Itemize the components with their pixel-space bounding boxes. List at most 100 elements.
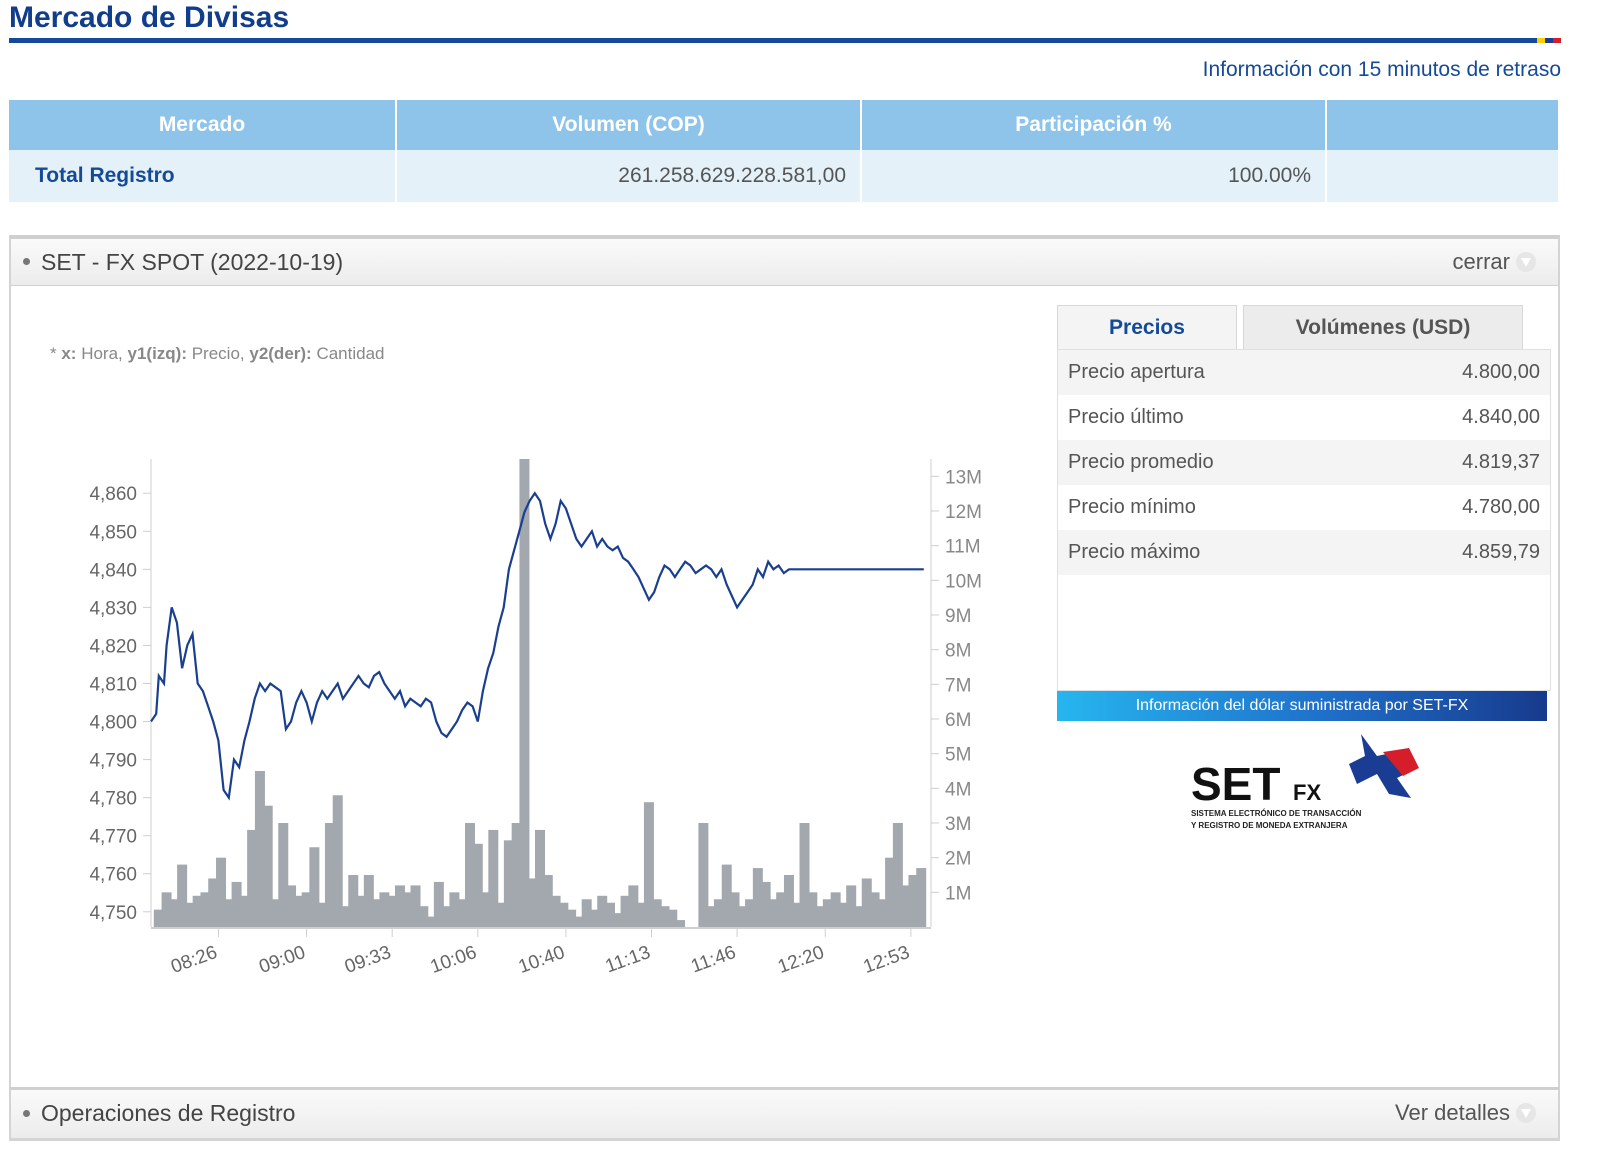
close-label: cerrar — [1452, 249, 1510, 274]
price-value: 4.800,00 — [1462, 361, 1540, 383]
volume-bar — [628, 885, 639, 927]
volume-bar — [752, 868, 763, 927]
y1-tick-label: 4,860 — [89, 484, 137, 505]
volume-bar — [394, 885, 405, 927]
cell-mercado: Total Registro — [9, 150, 397, 202]
x-tick-label: 09:00 — [256, 942, 308, 978]
y2-tick-label: 11M — [945, 537, 981, 558]
volume-bar — [760, 881, 771, 927]
volume-bar — [410, 885, 421, 927]
legend-y1-key: y1(izq): — [127, 344, 188, 363]
y2-tick-label: 12M — [945, 502, 982, 523]
price-value: 4.819,37 — [1462, 451, 1540, 473]
setfx-logo: SET FX SISTEMA ELECTRÓNICO DE TRANSACCIÓ… — [1191, 734, 1419, 830]
bullet-icon — [23, 1110, 30, 1117]
cell-empty — [1326, 150, 1560, 202]
volume-bar — [838, 902, 849, 927]
panel-title: SET - FX SPOT (2022-10-19) — [41, 249, 344, 275]
price-value: 4.780,00 — [1462, 496, 1540, 518]
volume-bar — [877, 899, 888, 927]
price-value: 4.859,79 — [1462, 541, 1540, 563]
volume-bar — [503, 840, 514, 927]
volume-bar — [643, 802, 654, 927]
volume-bar — [908, 875, 919, 927]
flag-stripe-yellow — [1537, 38, 1545, 43]
y1-tick-label: 4,790 — [89, 751, 137, 772]
volume-bar — [511, 823, 522, 927]
y1-tick-label: 4,800 — [89, 713, 137, 734]
volume-bar — [597, 895, 608, 927]
legend-y2-key: y2(der): — [249, 344, 312, 363]
volume-bar — [721, 864, 732, 927]
price-label: Precio apertura — [1068, 361, 1205, 383]
column-header-volumen: Volumen (COP) — [396, 100, 862, 150]
volume-bar — [262, 805, 273, 927]
logo-sub-text: FX — [1293, 780, 1321, 805]
price-label: Precio máximo — [1068, 541, 1201, 563]
volume-bar — [729, 892, 740, 927]
volume-bar — [566, 909, 577, 927]
price-label: Precio último — [1068, 406, 1184, 428]
y1-tick-label: 4,810 — [89, 674, 137, 695]
volume-bar — [706, 906, 717, 927]
volume-bar — [169, 899, 180, 927]
market-table: Mercado Volumen (COP) Participación % To… — [9, 100, 1560, 202]
volume-bar — [231, 881, 242, 927]
volume-bar — [402, 892, 413, 927]
y2-tick-label: 2M — [945, 849, 971, 870]
x-tick-label: 10:06 — [428, 942, 480, 978]
volume-bar — [278, 823, 289, 927]
panel-header: SET - FX SPOT (2022-10-19) cerrar — [11, 239, 1558, 286]
volume-bar — [892, 823, 903, 927]
tab-volumenes[interactable]: Volúmenes (USD) — [1243, 305, 1523, 350]
volume-bar — [675, 920, 686, 927]
volume-bar — [815, 906, 826, 927]
volume-bar — [853, 906, 864, 927]
volume-bar — [869, 892, 880, 927]
volume-bar — [916, 868, 927, 927]
volume-bar — [573, 916, 584, 927]
list-item: Precio promedio 4.819,37 — [1058, 440, 1550, 485]
volume-bar — [713, 899, 724, 927]
close-panel-button[interactable]: cerrar — [1453, 249, 1536, 275]
legend-y1-val: Precio, — [187, 344, 250, 363]
chevron-down-icon — [1516, 252, 1536, 272]
price-label: Precio mínimo — [1068, 496, 1196, 518]
details-button[interactable]: Ver detalles — [1395, 1100, 1536, 1126]
volume-bar — [247, 829, 258, 927]
x-tick-label: 08:26 — [168, 942, 220, 978]
y1-tick-label: 4,780 — [89, 789, 137, 810]
price-label: Precio promedio — [1068, 451, 1214, 473]
y2-tick-label: 10M — [945, 571, 982, 592]
y1-tick-label: 4,820 — [89, 636, 137, 657]
volume-bar — [200, 892, 211, 927]
list-item: Precio máximo 4.859,79 — [1058, 530, 1550, 575]
logo-tagline-1: SISTEMA ELECTRÓNICO DE TRANSACCIÓN — [1191, 809, 1362, 818]
setfx-banner: Información del dólar suministrada por S… — [1057, 691, 1547, 721]
volume-bar — [208, 878, 219, 927]
list-item: Precio último 4.840,00 — [1058, 395, 1550, 440]
volume-bar — [239, 895, 250, 927]
title-rule — [9, 38, 1561, 43]
table-row: Total Registro 261.258.629.228.581,00 10… — [9, 150, 1560, 202]
y1-tick-label: 4,750 — [89, 903, 137, 924]
delay-note: Información con 15 minutos de retraso — [1202, 58, 1561, 81]
volume-bar — [254, 771, 265, 927]
volume-bar — [885, 857, 896, 927]
details-label: Ver detalles — [1395, 1100, 1510, 1125]
volume-bar — [861, 878, 872, 927]
y2-tick-label: 3M — [945, 814, 971, 835]
volume-bar — [698, 823, 709, 927]
list-item: Precio mínimo 4.780,00 — [1058, 485, 1550, 530]
flag-stripe-blue — [1545, 38, 1553, 43]
flag-stripe-red — [1553, 38, 1561, 43]
volume-bar — [223, 899, 234, 927]
volume-bar — [651, 899, 662, 927]
y2-tick-label: 5M — [945, 745, 971, 766]
volume-bar — [387, 895, 398, 927]
volume-bar — [488, 829, 499, 927]
tab-precios[interactable]: Precios — [1057, 305, 1237, 350]
volume-bar — [822, 899, 833, 927]
volume-bar — [807, 892, 818, 927]
volume-bar — [418, 906, 429, 927]
